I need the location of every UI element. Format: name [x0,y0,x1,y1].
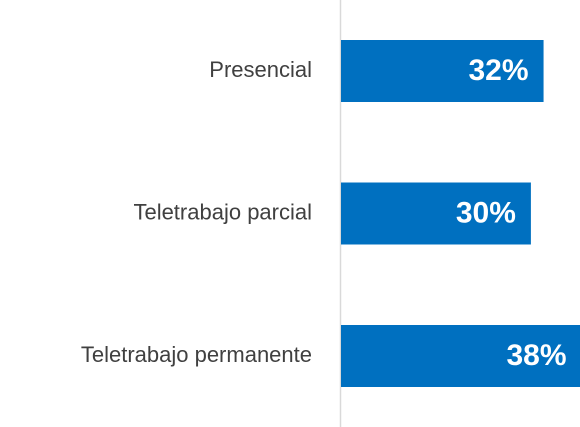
value-label: 30% [456,196,516,229]
category-label: Teletrabajo permanente [81,342,312,367]
value-label: 32% [469,54,529,87]
bar [341,40,544,102]
category-label: Teletrabajo parcial [133,199,312,224]
category-label: Presencial [209,57,312,82]
value-label: 38% [506,339,566,372]
bar [341,325,580,387]
bar [341,182,531,245]
